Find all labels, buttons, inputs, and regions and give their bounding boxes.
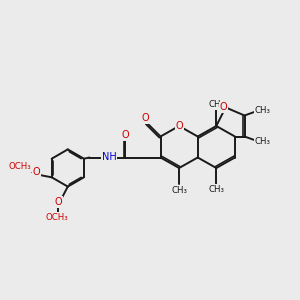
Text: CH₃: CH₃ [171, 186, 187, 195]
Text: O: O [54, 197, 62, 207]
Text: CH₃: CH₃ [254, 106, 271, 116]
Text: NH: NH [101, 152, 116, 163]
Text: O: O [122, 130, 129, 140]
Text: CH₃: CH₃ [208, 185, 224, 194]
Text: OCH₃: OCH₃ [9, 162, 32, 171]
Text: O: O [32, 167, 40, 177]
Text: CH₃: CH₃ [208, 100, 224, 109]
Text: O: O [175, 121, 183, 131]
Text: O: O [142, 113, 149, 124]
Text: CH₃: CH₃ [254, 136, 271, 146]
Text: OCH₃: OCH₃ [45, 213, 68, 222]
Text: O: O [219, 102, 227, 112]
